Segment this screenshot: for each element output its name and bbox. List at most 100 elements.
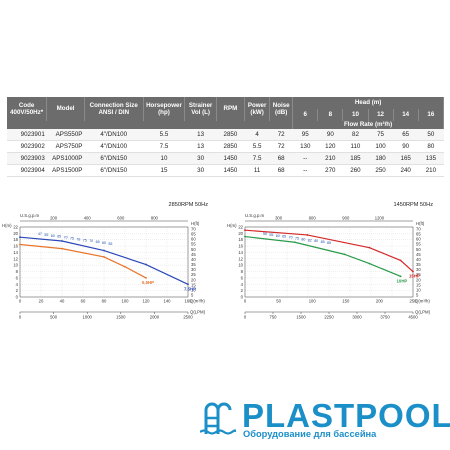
header-head-12: 12 [368, 109, 394, 121]
efficiency-label: 60 [102, 241, 106, 245]
cell-noise: 68 [269, 164, 293, 177]
x-m3h-tick-label: 50 [276, 299, 281, 304]
pool-ladder-icon [200, 402, 236, 435]
efficiency-label: 82 [308, 238, 312, 242]
table-row: 9023902 APS750P 4"/DN100 7.5 13 2850 5.5… [7, 140, 444, 153]
header-flow-group: Flow Rate (m³/h) [292, 121, 444, 129]
bottom-tick-label: 0 [19, 315, 22, 320]
bottom-axis-label: Q(LPM) [190, 310, 206, 315]
y-right-tick-label: 70 [416, 227, 421, 232]
cell-rpm: 1450 [216, 164, 245, 177]
series-label: 15HP [409, 274, 420, 279]
x-m3h-tick-label: 150 [342, 299, 350, 304]
y-left-label: H(m) [2, 223, 12, 228]
cell-code: 9023904 [7, 164, 47, 177]
brand-subtitle: Оборудование для бассейна [243, 429, 377, 439]
series-point [343, 253, 346, 256]
table-row: 9023903 APS1000P 6"/DN150 10 30 1450 7.5… [7, 152, 444, 165]
efficiency-label: 55 [44, 233, 48, 237]
header-noise: Noise (dB) [269, 97, 294, 121]
series-point [124, 265, 126, 268]
efficiency-label: 60 [276, 234, 280, 238]
y-right-tick-label: 65 [416, 232, 421, 237]
x-m3h-label: Q(m³/h) [190, 299, 205, 304]
cell-rpm: 2850 [216, 140, 245, 153]
series-point [293, 241, 296, 244]
x-m3h-tick-label: 120 [143, 299, 151, 304]
header-strainer: Strainer Vol (L) [184, 97, 217, 121]
efficiency-label: 65 [282, 235, 286, 239]
y-left-tick-label: 12 [238, 256, 243, 261]
efficiency-label: 80 [314, 239, 318, 243]
header-head-6: 6 [292, 109, 319, 121]
y-right-label: H(ft) [416, 221, 425, 226]
series-point [19, 236, 21, 239]
bottom-tick-label: 3000 [352, 315, 362, 320]
y-left-tick-label: 4 [16, 282, 19, 287]
cell-strainer: 13 [184, 128, 217, 141]
y-right-tick-label: 5 [416, 293, 419, 298]
series-point [103, 256, 105, 258]
table-header-row: Code 400V/50Hz* Model Connection Size AN… [7, 97, 444, 121]
top-tick-label: 300 [275, 216, 283, 221]
efficiency-label: 60 [51, 234, 55, 238]
y-left-tick-label: 16 [238, 244, 243, 249]
bottom-tick-label: 4500 [408, 315, 418, 320]
efficiency-label: 55 [269, 233, 273, 237]
bottom-tick-label: 2000 [150, 315, 160, 320]
bottom-axis-label: Q(LPM) [415, 310, 431, 315]
cell-model: APS1000P [46, 152, 85, 165]
series-point [306, 234, 309, 236]
cell-flow: 210 [317, 152, 343, 165]
bottom-tick-label: 750 [270, 315, 278, 320]
header-connection: Connection Size ANSI / DIN [84, 97, 144, 121]
bottom-tick-label: 0 [244, 315, 247, 320]
cell-flow: 130 [292, 140, 318, 153]
efficiency-label: 75 [70, 237, 74, 241]
efficiency-label: 80 [301, 237, 305, 241]
cell-connection: 4"/DN100 [84, 140, 144, 153]
y-right-tick-label: 30 [416, 267, 421, 272]
cell-flow: 260 [342, 164, 368, 177]
y-right-tick-label: 5 [191, 293, 194, 298]
x-m3h-tick-label: 100 [122, 299, 130, 304]
table-flow-caption-row: Flow Rate (m³/h) [7, 121, 444, 129]
cell-flow: -- [292, 164, 318, 177]
header-head-label: Head (m) [354, 99, 382, 107]
cell-flow: 135 [418, 152, 444, 165]
top-tick-label: 800 [151, 216, 159, 221]
efficiency-label: 75 [83, 238, 87, 242]
x-m3h-tick-label: 0 [244, 299, 247, 304]
cell-noise: 68 [269, 152, 293, 165]
series-label: 10HP [397, 278, 408, 283]
y-left-tick-label: 8 [241, 269, 244, 274]
y-right-tick-label: 10 [416, 287, 421, 292]
cell-rpm: 2850 [216, 128, 245, 141]
series-point [103, 249, 105, 252]
plastpool-logo: PLASTPOOL Оборудование для бассейна [200, 397, 450, 440]
plot-frame [244, 226, 414, 298]
pump-curve-chart-1450rpm: 1450RPM 50Hz U.S.g.p.m 300 600 900 1200 H(m) 0 2… [225, 200, 445, 320]
y-left-tick-label: 4 [241, 282, 244, 287]
cell-power: 11 [244, 164, 270, 177]
series-point [61, 240, 63, 242]
efficiency-label: 78 [76, 237, 80, 241]
y-right-tick-label: 20 [191, 277, 196, 282]
x-m3h-tick-label: 200 [376, 299, 384, 304]
cell-hp: 5.5 [143, 128, 185, 141]
cell-model: APS550P [46, 128, 85, 141]
bottom-tick-label: 1000 [83, 315, 93, 320]
cell-connection: 6"/DN150 [84, 164, 144, 177]
x-m3h-tick-label: 160 [185, 299, 193, 304]
y-right-tick-label: 30 [191, 267, 196, 272]
header-rpm: RPM [216, 97, 246, 121]
cell-flow: 75 [368, 128, 394, 141]
efficiency-label: 85 [321, 240, 325, 244]
header-power: Power (kW) [244, 97, 271, 121]
y-right-tick-label: 60 [191, 237, 196, 242]
top-axis-label: U.S.g.p.m [20, 213, 40, 218]
y-left-tick-label: 14 [13, 250, 18, 255]
y-left-tick-label: 20 [13, 231, 18, 236]
